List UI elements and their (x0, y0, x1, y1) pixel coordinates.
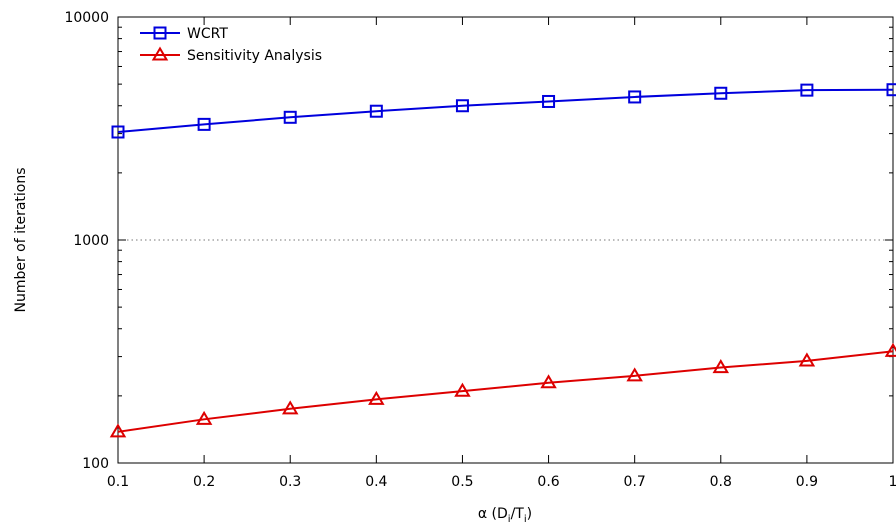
series-wcrt (111, 83, 896, 139)
data-point-wcrt (197, 117, 211, 131)
data-point-wcrt (886, 83, 896, 97)
series-line-wcrt (117, 88, 894, 133)
legend-label-sensitivity: Sensitivity Analysis (187, 48, 322, 64)
y-tick-label: 1000 (73, 233, 109, 249)
data-point-wcrt (455, 99, 469, 113)
data-point-wcrt (283, 110, 297, 124)
x-tick-label: 0.1 (107, 474, 129, 490)
series-sensitivity (109, 342, 896, 438)
data-point-wcrt (714, 86, 728, 100)
data-point-wcrt (369, 104, 383, 118)
data-point-sensitivity (281, 400, 299, 415)
x-axis-title-suffix: ) (527, 506, 532, 522)
legend-marker-wcrt (153, 26, 167, 40)
data-point-sensitivity (109, 423, 127, 438)
x-tick-label: 1 (889, 474, 896, 490)
x-axis-title-prefix: α (D (478, 506, 508, 522)
x-axis-title-sub1: i (508, 514, 511, 525)
data-point-wcrt (542, 94, 556, 108)
x-axis-title: α (Di/Ti) (478, 506, 532, 525)
data-point-wcrt (800, 83, 814, 97)
series-line-sensitivity (117, 350, 894, 433)
legend: WCRT Sensitivity Analysis (140, 26, 322, 64)
x-tick-label: 0.2 (193, 474, 215, 490)
data-point-sensitivity (798, 352, 816, 367)
tick-layer: 100 1000 10000 0.1 0.2 0.3 0.4 0.5 0.6 0.7 0.8 0.9 1 (64, 10, 896, 490)
legend-marker-sensitivity (151, 46, 169, 61)
series-layer (109, 83, 896, 438)
legend-item-sensitivity: Sensitivity Analysis (140, 46, 322, 64)
x-axis-title-sub2: i (524, 514, 527, 525)
y-tick-label: 100 (82, 456, 109, 472)
x-tick-label: 0.9 (796, 474, 818, 490)
data-point-sensitivity (884, 342, 896, 357)
data-point-sensitivity (454, 382, 471, 397)
data-point-wcrt (628, 90, 642, 104)
x-tick-label: 0.4 (365, 474, 387, 490)
data-point-wcrt (111, 125, 125, 139)
x-tick-label: 0.3 (279, 474, 301, 490)
data-point-sensitivity (626, 367, 643, 382)
y-tick-label: 10000 (64, 10, 109, 26)
x-axis-title-mid: /T (511, 506, 525, 522)
x-tick-label: 0.6 (537, 474, 559, 490)
legend-label-wcrt: WCRT (187, 26, 228, 42)
data-point-sensitivity (368, 390, 385, 405)
data-point-sensitivity (195, 410, 213, 425)
x-tick-label: 0.5 (451, 474, 473, 490)
x-tick-label: 0.7 (624, 474, 646, 490)
legend-item-wcrt: WCRT (140, 26, 228, 42)
y-axis-title: Number of iterations (13, 167, 29, 312)
x-tick-label: 0.8 (710, 474, 732, 490)
data-point-sensitivity (712, 359, 730, 374)
data-point-sensitivity (540, 374, 557, 389)
